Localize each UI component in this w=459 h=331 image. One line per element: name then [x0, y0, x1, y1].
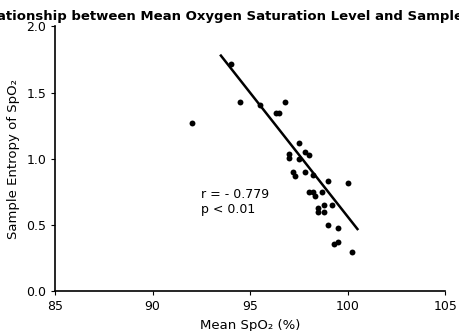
Point: [319, 189, 326, 195]
Point: [309, 189, 316, 195]
Point: [285, 155, 293, 160]
Point: [301, 150, 308, 155]
Point: [272, 110, 279, 115]
Point: [325, 179, 332, 184]
Point: [295, 140, 302, 146]
Point: [285, 151, 293, 156]
Point: [237, 99, 244, 105]
Point: [309, 172, 316, 177]
Title: Relationship between Mean Oxygen Saturation Level and Sample Entropy: Relationship between Mean Oxygen Saturat…: [0, 10, 459, 23]
Point: [321, 203, 328, 208]
Point: [321, 209, 328, 214]
Point: [301, 169, 308, 175]
X-axis label: Mean SpO₂ (%): Mean SpO₂ (%): [200, 319, 300, 331]
Point: [334, 225, 341, 230]
Point: [305, 152, 313, 158]
Y-axis label: Sample Entropy of SpO₂: Sample Entropy of SpO₂: [7, 79, 21, 239]
Point: [330, 241, 338, 246]
Point: [329, 203, 336, 208]
Point: [290, 169, 297, 175]
Point: [315, 209, 322, 214]
Point: [282, 99, 289, 105]
Point: [311, 193, 318, 199]
Point: [256, 102, 263, 107]
Point: [291, 173, 299, 179]
Point: [315, 205, 322, 211]
Point: [325, 222, 332, 228]
Point: [348, 249, 355, 254]
Point: [276, 110, 283, 115]
Text: r = - 0.779
p < 0.01: r = - 0.779 p < 0.01: [202, 188, 269, 216]
Point: [334, 240, 341, 245]
Point: [344, 180, 352, 185]
Point: [295, 156, 302, 162]
Point: [305, 189, 313, 195]
Point: [227, 61, 235, 66]
Point: [188, 120, 196, 126]
